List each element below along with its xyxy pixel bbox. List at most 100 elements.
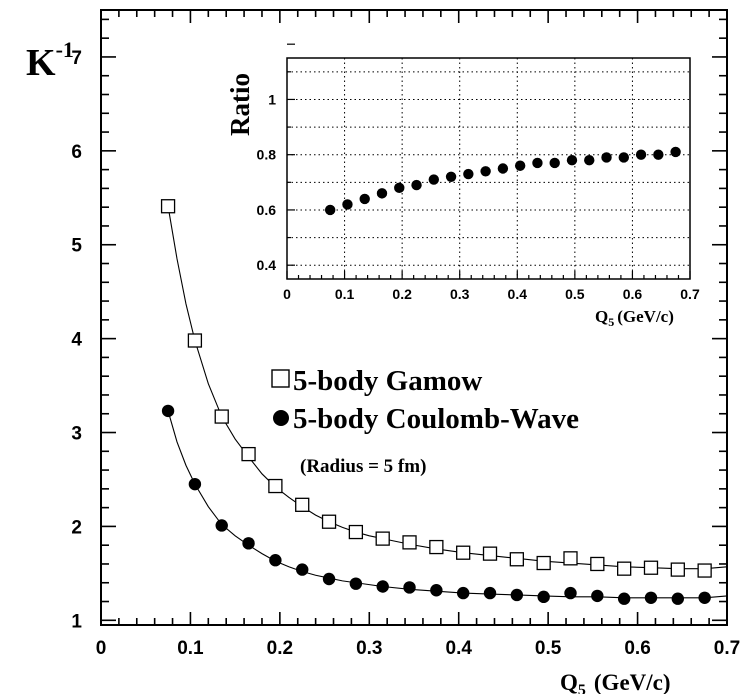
main-y-axis-title: K-1 [26, 37, 74, 84]
inset-y-tick-label: 0.8 [257, 147, 277, 163]
ratio-point [549, 157, 560, 169]
main-axis-ticks [100, 10, 728, 625]
gamow-point [241, 446, 256, 462]
legend: 5-body Gamow 5-body Coulomb-Wave (Radius… [271, 365, 579, 477]
gamow-point [187, 333, 203, 348]
gamow-point [536, 555, 551, 571]
x-tick-label: 0.4 [446, 638, 473, 659]
coulomb-point [403, 581, 416, 594]
gamow-point [214, 409, 229, 424]
coulomb-point [564, 586, 577, 600]
gamow-point [295, 497, 310, 512]
inset-y-tick-label: 0.6 [257, 202, 277, 218]
coulomb-point [269, 554, 282, 567]
coulomb-fit-line [167, 410, 728, 599]
ratio-point [359, 193, 370, 205]
ratio-point [411, 179, 422, 191]
ratio-point [635, 149, 647, 160]
ratio-point [463, 168, 474, 180]
ratio-point [584, 155, 595, 166]
gamow-point [402, 535, 417, 550]
ratio-point [376, 188, 388, 199]
y-tick-label: 3 [71, 424, 82, 445]
y-tick-label: 4 [71, 330, 82, 351]
coulomb-point [698, 591, 711, 604]
gamow-point [375, 531, 390, 546]
coulomb-point [430, 584, 443, 597]
main-axis-tick-labels: 0 0.1 0.2 0.3 0.4 0.5 0.6 0.7 1 2 3 4 5 6 7 [71, 48, 740, 659]
legend-coulomb-marker [273, 410, 289, 426]
inset-data-points [324, 146, 681, 216]
x-tick-label: 0.7 [714, 638, 740, 659]
coulomb-point [537, 590, 550, 604]
ratio-point [566, 155, 578, 166]
gamow-point [160, 199, 176, 214]
gamow-point [456, 545, 471, 560]
ratio-point [445, 171, 457, 182]
gamow-point [590, 556, 605, 572]
coulomb-point [322, 572, 336, 586]
gamow-point [429, 539, 444, 555]
inset-y-tick-label: 1 [268, 91, 276, 107]
gamow-point [617, 561, 632, 576]
coulomb-point [188, 477, 202, 491]
gamow-point [509, 552, 524, 567]
ratio-point [324, 204, 336, 216]
inset-x-tick-label: 0.5 [565, 286, 585, 302]
legend-coulomb-label: 5-body Coulomb-Wave [293, 403, 579, 435]
inset-axis-tick-labels: 0 0.1 0.2 0.3 0.4 0.5 0.6 0.7 0.4 0.6 0.8 1 [257, 91, 700, 302]
main-data-points [160, 199, 712, 605]
coulomb-point [483, 586, 497, 600]
ratio-point [342, 199, 353, 210]
inset-x-tick-label: 0.6 [623, 286, 643, 302]
coulomb-point [617, 592, 631, 605]
inset-x-tick-label: 0.3 [450, 286, 470, 302]
coulomb-point [161, 404, 175, 418]
inset-x-tick-label: 0.4 [508, 286, 528, 302]
y-tick-label: 2 [71, 517, 82, 538]
inset-y-tick-label: 0.4 [257, 257, 277, 273]
coulomb-point [242, 537, 255, 550]
y-tick-label: 5 [71, 236, 82, 257]
coulomb-point [671, 592, 685, 605]
coulomb-point [591, 589, 604, 603]
x-tick-label: 0.3 [356, 638, 382, 659]
ratio-point [497, 163, 509, 174]
inset-x-tick-label: 0.2 [392, 286, 412, 302]
radius-annotation: (Radius = 5 fm) [300, 456, 426, 477]
inset-x-tick-label: 0.7 [680, 286, 700, 302]
inset-axis-ticks [286, 43, 691, 279]
ratio-point [428, 174, 440, 185]
gamow-point [670, 562, 685, 577]
legend-gamow-label: 5-body Gamow [293, 365, 482, 397]
gamow-point [643, 560, 659, 575]
coulomb-point [644, 591, 658, 604]
coulomb-point [349, 577, 363, 590]
main-x-axis-title: Q5 (GeV/c) [560, 670, 671, 694]
main-plot-frame [100, 9, 728, 626]
gamow-point [321, 514, 337, 529]
gamow-point [482, 546, 498, 561]
y-tick-label: 7 [71, 48, 82, 69]
coulomb-point [456, 586, 470, 600]
gamow-point [348, 524, 364, 540]
inset-x-tick-label: 0 [283, 286, 291, 302]
coulomb-point [215, 519, 228, 532]
ratio-point [394, 182, 405, 194]
coulomb-point [510, 588, 524, 602]
coulomb-point [376, 580, 389, 593]
coulomb-point [296, 563, 309, 576]
ratio-point [653, 149, 664, 160]
ratio-point [480, 166, 491, 177]
ratio-point [670, 146, 681, 158]
inset-grid [287, 58, 690, 279]
inset-x-tick-label: 0.1 [335, 286, 355, 302]
x-tick-label: 0.1 [177, 638, 204, 659]
gamow-point [563, 551, 578, 566]
inset-x-axis-title: Q5 (GeV/c) [595, 307, 674, 329]
legend-gamow-marker [271, 369, 290, 388]
gamow-point [268, 478, 283, 494]
x-tick-label: 0.2 [267, 638, 293, 659]
ratio-point [601, 152, 612, 163]
